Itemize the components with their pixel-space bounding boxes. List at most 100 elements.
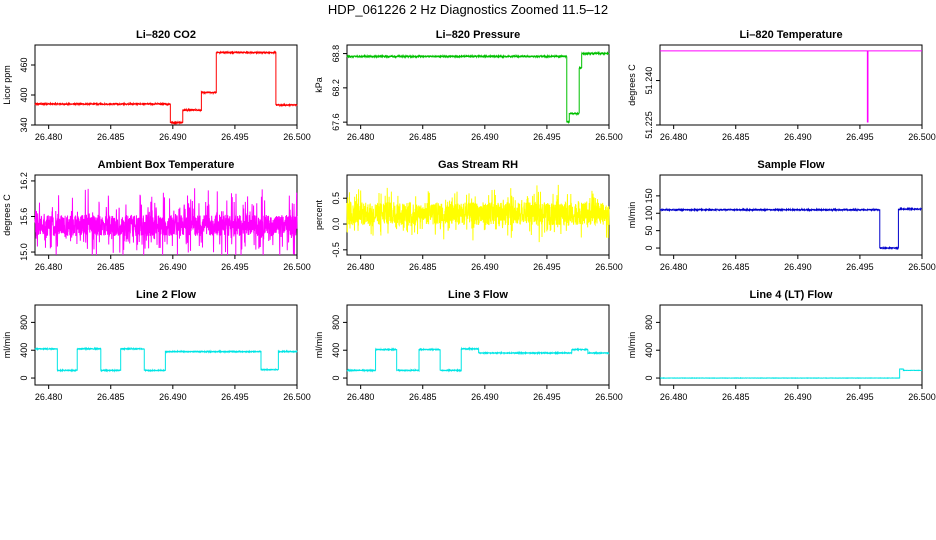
y-tick-label: 400 [644,343,654,358]
y-tick-label: 15.6 [19,208,29,226]
y-tick-label: 100 [644,206,654,221]
figure-title: HDP_061226 2 Hz Diagnostics Zoomed 11.5–… [328,2,608,17]
x-tick-label: 26.485 [722,132,750,142]
series-line [34,346,298,373]
x-tick-label: 26.480 [347,392,375,402]
x-tick-label: 26.485 [409,262,437,272]
plot-frame [34,44,298,126]
x-tick-label: 26.500 [283,392,311,402]
x-tick-label: 26.495 [221,392,249,402]
panel-title: Sample Flow [757,159,825,171]
y-tick-label: -0.5 [331,242,341,258]
x-tick-label: 26.480 [35,262,63,272]
y-axis-label: kPa [314,77,324,93]
x-tick-label: 26.490 [471,392,499,402]
series-line [34,50,298,125]
y-tick-label: 0 [644,246,654,251]
panel-title: Line 2 Flow [136,289,196,301]
x-tick-label: 26.480 [660,392,688,402]
plot-frame [34,304,298,386]
y-tick-label: 51.225 [644,111,654,139]
x-tick-label: 26.495 [846,262,874,272]
plot-frame [346,304,610,386]
panel-1: Li–820 CO2 26.480 26.485 26.490 26.495 26.500… [2,29,311,142]
x-tick-label: 26.495 [846,132,874,142]
x-tick-label: 26.500 [908,262,936,272]
panel-title: Gas Stream RH [438,159,518,171]
y-tick-label: 15.0 [19,243,29,261]
x-tick-label: 26.500 [595,132,623,142]
y-tick-label: 0.5 [331,192,341,205]
panel-title: Line 3 Flow [448,289,508,301]
plot-frame [346,44,610,126]
x-tick-label: 26.495 [221,262,249,272]
y-tick-label: 800 [644,315,654,330]
x-tick-label: 26.495 [533,262,561,272]
y-tick-label: 0 [19,376,29,381]
panel-9: Line 4 (LT) Flow 26.480 26.485 26.490 26.495… [627,289,936,402]
y-tick-label: 68.2 [331,79,341,97]
plot-frame [34,174,298,256]
x-tick-label: 26.490 [784,262,812,272]
y-tick-label: 50 [644,226,654,236]
x-tick-label: 26.500 [283,132,311,142]
x-tick-label: 26.495 [846,392,874,402]
x-tick-label: 26.500 [283,262,311,272]
x-tick-label: 26.490 [784,392,812,402]
panel-5: Gas Stream RH 26.480 26.485 26.490 26.495 26.… [314,159,623,272]
x-tick-label: 26.485 [97,132,125,142]
y-tick-label: 340 [19,117,29,132]
y-tick-label: 460 [19,57,29,72]
x-tick-label: 26.490 [784,132,812,142]
y-tick-label: 67.6 [331,113,341,131]
x-tick-label: 26.480 [660,132,688,142]
y-axis-label: ml/min [314,332,324,359]
x-tick-label: 26.480 [35,132,63,142]
y-tick-label: 800 [331,315,341,330]
y-axis-label: ml/min [2,332,12,359]
x-tick-label: 26.485 [97,262,125,272]
panel-3: Li–820 Temperature 26.480 26.485 26.490 26.4… [627,29,936,142]
x-tick-label: 26.490 [159,132,187,142]
series-line [346,50,610,124]
y-tick-label: 16.2 [19,172,29,190]
x-tick-label: 26.495 [221,132,249,142]
panel-title: Li–820 Temperature [739,29,842,41]
x-tick-label: 26.500 [595,262,623,272]
panel-2: Li–820 Pressure 26.480 26.485 26.490 26.495 2… [314,29,623,142]
y-tick-label: 800 [19,315,29,330]
series-line [659,368,923,380]
x-tick-label: 26.490 [471,262,499,272]
x-tick-label: 26.485 [409,132,437,142]
x-tick-label: 26.490 [159,392,187,402]
x-tick-label: 26.480 [347,262,375,272]
x-tick-label: 26.500 [908,132,936,142]
x-tick-label: 26.485 [97,392,125,402]
panel-title: Li–820 Pressure [436,29,520,41]
plot-frame [659,44,923,126]
x-tick-label: 26.500 [595,392,623,402]
y-tick-label: 400 [19,343,29,358]
panel-6: Sample Flow 26.480 26.485 26.490 26.495 26.50… [627,159,936,272]
x-tick-label: 26.495 [533,392,561,402]
y-tick-label: 400 [331,343,341,358]
y-axis-label: ml/min [627,332,637,359]
x-tick-label: 26.490 [159,262,187,272]
x-tick-label: 26.480 [660,262,688,272]
panel-title: Line 4 (LT) Flow [750,289,833,301]
plot-frame [659,174,923,256]
y-axis-label: percent [314,199,324,230]
y-axis-label: degrees C [2,194,12,236]
y-tick-label: 0.0 [331,218,341,231]
x-tick-label: 26.485 [409,392,437,402]
x-tick-label: 26.490 [471,132,499,142]
plot-frame [659,304,923,386]
y-tick-label: 0 [331,376,341,381]
series-line [346,184,610,243]
series-line [660,50,922,123]
y-tick-label: 150 [644,188,654,203]
series-line [34,188,298,256]
series-line [346,346,610,373]
x-tick-label: 26.485 [722,262,750,272]
